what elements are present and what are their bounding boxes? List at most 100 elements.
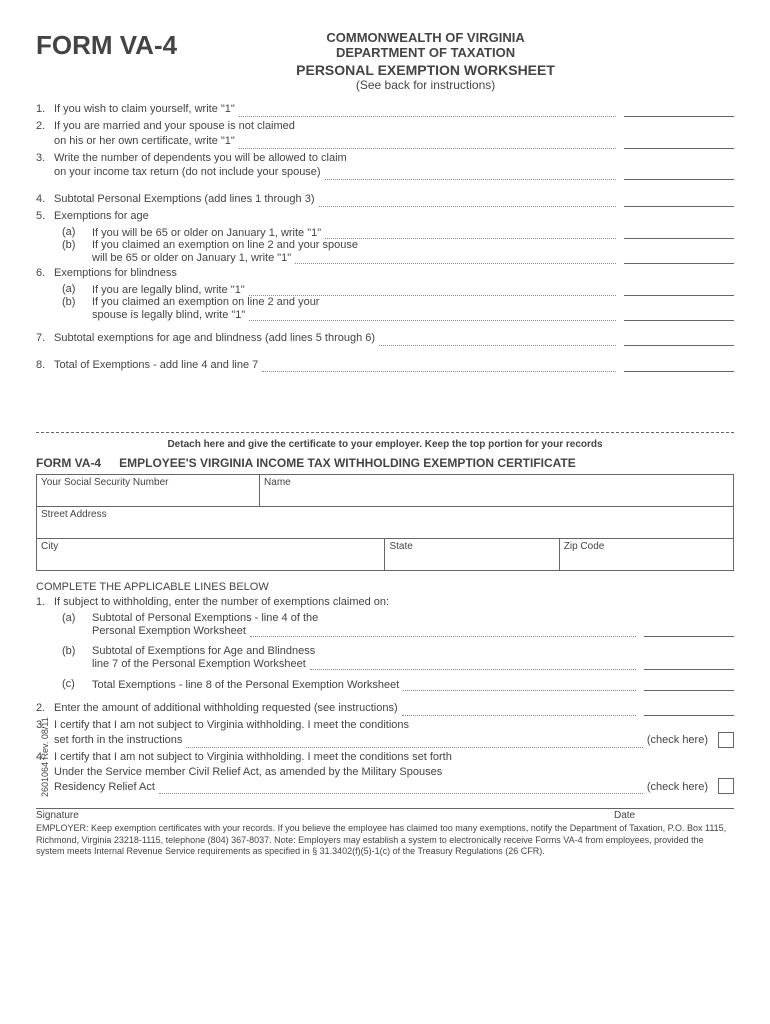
- ws-line-6: Exemptions for blindness: [54, 266, 734, 281]
- input-line-1[interactable]: [624, 104, 734, 117]
- input-line-6b[interactable]: [624, 308, 734, 321]
- item-number: 3.: [36, 151, 54, 166]
- s2-line-1: If subject to withholding, enter the num…: [54, 595, 734, 610]
- input-line-2[interactable]: [624, 136, 734, 149]
- ws-line-3a: Write the number of dependents you will …: [54, 151, 734, 166]
- input-line-5a[interactable]: [624, 226, 734, 239]
- s2-line-1c: Total Exemptions - line 8 of the Persona…: [92, 679, 399, 691]
- personal-info-table: Your Social Security Number Name Street …: [36, 474, 734, 571]
- dot-leader: [295, 253, 616, 264]
- worksheet: 1. If you wish to claim yourself, write …: [36, 102, 734, 372]
- sub-letter: (b): [62, 645, 92, 657]
- input-s2-1a[interactable]: [644, 624, 734, 637]
- cert-heading: EMPLOYEE'S VIRGINIA INCOME TAX WITHHOLDI…: [119, 456, 576, 470]
- item-number: 5.: [36, 209, 54, 224]
- s2-line-3b: set forth in the instructions: [54, 733, 182, 748]
- ws-line-5b1: If you claimed an exemption on line 2 an…: [92, 239, 734, 251]
- certificate-title: FORM VA-4 EMPLOYEE'S VIRGINIA INCOME TAX …: [36, 456, 734, 470]
- item-number: 7.: [36, 331, 54, 346]
- form-header: FORM VA-4 COMMONWEALTH OF VIRGINIA DEPAR…: [36, 30, 734, 92]
- dot-leader: [325, 169, 616, 180]
- dot-leader: [186, 737, 642, 748]
- city-field[interactable]: City: [37, 539, 385, 571]
- signature-label: Signature: [36, 810, 614, 821]
- name-field[interactable]: Name: [260, 475, 734, 507]
- dot-leader: [239, 138, 616, 149]
- dot-leader: [249, 310, 616, 321]
- ws-line-6b2: spouse is legally blind, write "1": [92, 309, 245, 321]
- item-number: 1.: [36, 595, 54, 610]
- s2-line-4c: Residency Relief Act: [54, 780, 155, 795]
- item-number: 6.: [36, 266, 54, 281]
- input-s2-1c[interactable]: [644, 678, 734, 691]
- dot-leader: [379, 335, 616, 346]
- ssn-field[interactable]: Your Social Security Number: [37, 475, 260, 507]
- ws-line-2a: If you are married and your spouse is no…: [54, 119, 734, 134]
- state-label: State: [389, 541, 412, 552]
- s2-line-3a: I certify that I am not subject to Virgi…: [54, 718, 734, 733]
- section2-head: COMPLETE THE APPLICABLE LINES BELOW: [36, 581, 734, 593]
- dot-leader: [403, 680, 636, 691]
- item-number: 8.: [36, 358, 54, 373]
- header-subtitle: PERSONAL EXEMPTION WORKSHEET: [197, 62, 654, 78]
- s2-line-1b1: Subtotal of Exemptions for Age and Blind…: [92, 645, 734, 657]
- input-line-7[interactable]: [624, 333, 734, 346]
- signature-row: Signature Date: [36, 808, 734, 821]
- ws-line-2b: on his or her own certificate, write "1": [54, 134, 235, 149]
- input-s2-1b[interactable]: [644, 657, 734, 670]
- s2-line-4b: Under the Service member Civil Relief Ac…: [54, 765, 734, 780]
- sub-letter: (c): [62, 678, 92, 690]
- detach-line: Detach here and give the certificate to …: [36, 432, 734, 450]
- item-number: 2.: [36, 701, 54, 716]
- form-title: FORM VA-4: [36, 30, 177, 61]
- input-s2-2[interactable]: [644, 703, 734, 716]
- ws-line-3b: on your income tax return (do not includ…: [54, 165, 321, 180]
- item-number: 4.: [36, 192, 54, 207]
- street-field[interactable]: Street Address: [37, 507, 734, 539]
- ws-line-8: Total of Exemptions - add line 4 and lin…: [54, 358, 258, 373]
- zip-label: Zip Code: [564, 541, 605, 552]
- checkbox-3[interactable]: [718, 732, 734, 748]
- street-label: Street Address: [41, 509, 107, 520]
- ws-line-6b1: If you claimed an exemption on line 2 an…: [92, 296, 734, 308]
- revision-code: 2601064 Rev. 08/11: [40, 717, 50, 797]
- date-label: Date: [614, 810, 734, 821]
- item-number: 1.: [36, 102, 54, 117]
- input-line-6a[interactable]: [624, 283, 734, 296]
- sub-letter: (b): [62, 296, 92, 308]
- input-line-3[interactable]: [624, 167, 734, 180]
- sub-letter: (a): [62, 226, 92, 238]
- name-label: Name: [264, 477, 291, 488]
- header-agency-1: COMMONWEALTH OF VIRGINIA: [197, 30, 654, 45]
- sub-letter: (a): [62, 283, 92, 295]
- dot-leader: [262, 361, 616, 372]
- employer-footnote: EMPLOYER: Keep exemption certificates wi…: [36, 823, 734, 857]
- dot-leader: [325, 228, 616, 239]
- s2-line-2: Enter the amount of additional withholdi…: [54, 701, 398, 716]
- sub-letter: (a): [62, 612, 92, 624]
- s2-line-1a2: Personal Exemption Worksheet: [92, 625, 246, 637]
- dot-leader: [250, 626, 636, 637]
- city-label: City: [41, 541, 58, 552]
- ws-line-5: Exemptions for age: [54, 209, 734, 224]
- input-line-5b[interactable]: [624, 251, 734, 264]
- checkbox-4[interactable]: [718, 778, 734, 794]
- check-here-text: (check here): [647, 733, 708, 748]
- dot-leader: [310, 659, 636, 670]
- s2-line-1a1: Subtotal of Personal Exemptions - line 4…: [92, 612, 734, 624]
- header-agency-2: DEPARTMENT OF TAXATION: [197, 45, 654, 60]
- cert-form-id: FORM VA-4: [36, 456, 101, 470]
- state-field[interactable]: State: [385, 539, 559, 571]
- ssn-label: Your Social Security Number: [41, 477, 168, 488]
- item-number: 2.: [36, 119, 54, 134]
- ws-line-1: If you wish to claim yourself, write "1": [54, 102, 235, 117]
- ws-line-5b2: will be 65 or older on January 1, write …: [92, 252, 291, 264]
- input-line-4[interactable]: [624, 194, 734, 207]
- header-center: COMMONWEALTH OF VIRGINIA DEPARTMENT OF T…: [197, 30, 654, 92]
- zip-field[interactable]: Zip Code: [559, 539, 733, 571]
- ws-line-7: Subtotal exemptions for age and blindnes…: [54, 331, 375, 346]
- dot-leader: [319, 196, 617, 207]
- ws-line-4: Subtotal Personal Exemptions (add lines …: [54, 192, 315, 207]
- dot-leader: [402, 705, 636, 716]
- input-line-8[interactable]: [624, 359, 734, 372]
